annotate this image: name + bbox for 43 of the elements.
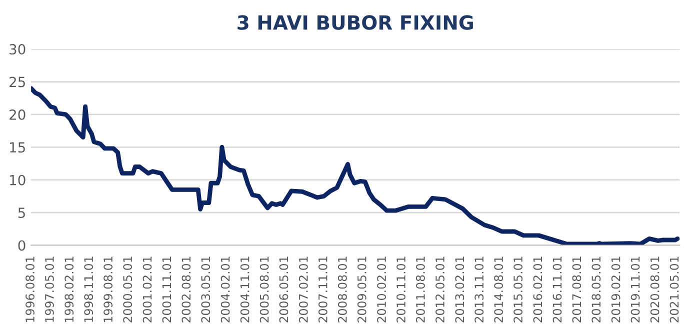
x-tick-label: 2018.05.01	[592, 256, 601, 322]
x-tick-label: 2001.11.01	[162, 256, 172, 322]
x-tick-label: 2002.08.01	[182, 256, 191, 322]
x-tick-label: 2014.08.01	[494, 256, 504, 322]
x-tick-label: 2017.08.01	[572, 256, 582, 322]
x-tick-label: 2015.05.01	[514, 256, 522, 322]
x-tick-label: 2007.02.01	[298, 256, 308, 322]
x-tick-label: 2004.02.01	[220, 256, 230, 322]
x-tick-label: 2004.11.01	[240, 256, 250, 322]
x-tick-label: 2010.11.01	[396, 256, 406, 322]
y-tick-label: 20	[10, 109, 26, 120]
x-tick-label: 2001.02.01	[142, 256, 152, 322]
x-tick-label: 2006.05.01	[279, 256, 288, 322]
y-tick-label: 25	[10, 76, 25, 88]
x-tick-label: 2016.11.01	[552, 256, 562, 322]
x-tick-label: 2020.08.01	[650, 256, 660, 322]
line-series	[31, 86, 680, 246]
x-tick-label: 2010.02.01	[377, 256, 386, 322]
y-tick-label: 15	[10, 142, 25, 153]
y-tick-label: 0	[18, 240, 26, 251]
y-tick-label: 5	[18, 208, 25, 218]
x-tick-label: 2013.02.01	[455, 256, 464, 322]
x-tick-label: 2003.05.01	[201, 256, 210, 322]
x-tick-label: 2019.02.01	[611, 256, 620, 322]
x-tick-label: 2000.05.01	[123, 256, 132, 322]
x-tick-label: 2016.02.01	[533, 256, 542, 322]
x-tick-label: 1999.08.01	[104, 256, 113, 322]
x-tick-label: 1997.05.01	[45, 256, 54, 322]
x-tick-label: 2011.08.01	[416, 256, 425, 322]
x-tick-label: 2021.05.01	[670, 256, 679, 322]
x-tick-label: 2007.11.01	[318, 256, 328, 322]
x-tick-label: 2013.11.01	[474, 256, 484, 322]
x-tick-label: 2009.05.01	[357, 256, 366, 322]
x-tick-label: 2019.11.01	[630, 256, 640, 322]
x-tick-label: 2005.08.01	[260, 256, 269, 322]
x-tick-label: 1996.08.01	[26, 256, 34, 322]
y-tick-label: 30	[10, 44, 26, 55]
x-tick-label: 1998.11.01	[84, 256, 94, 322]
x-tick-label: 2008.08.01	[338, 256, 347, 322]
y-tick-label: 10	[10, 174, 26, 186]
x-tick-label: 2012.05.01	[436, 256, 444, 322]
chart-title: 3 HAVI BUBOR FIXING	[238, 15, 473, 30]
x-tick-label: 1998.02.01	[64, 256, 74, 322]
